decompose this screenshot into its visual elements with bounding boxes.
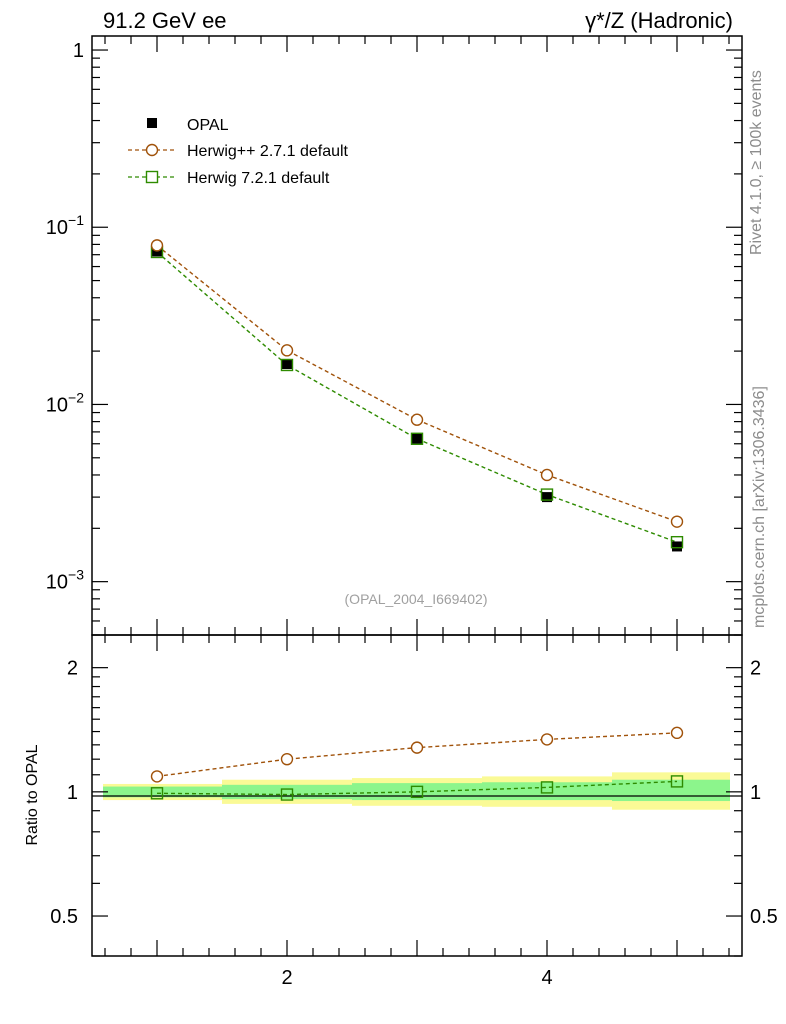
ratio-ytick-label-right: 1 (750, 782, 761, 804)
watermark: (OPAL_2004_I669402) (345, 591, 488, 607)
opal-point (672, 541, 682, 552)
main-ytick-label: 10−2 (46, 389, 84, 416)
ratio-herwig7-line (156, 780, 678, 796)
herwig7-point (540, 488, 554, 501)
opal-point (412, 433, 422, 444)
main-ytick-label: 10−3 (46, 567, 84, 594)
ratio-herwigpp-point (540, 733, 554, 746)
main-ytick-label: 10−1 (46, 212, 84, 239)
legend-herwigpp-label: Herwig++ 2.7.1 default (187, 143, 349, 160)
ratio-ytick-label-left: 2 (67, 658, 78, 680)
legend: OPAL Herwig++ 2.7.1 default Herwig 7.2.1… (128, 117, 349, 187)
herwigpp-point (280, 344, 294, 357)
main-ytick-label: 1 (73, 40, 84, 62)
ratio-band-inner (222, 784, 352, 800)
legend-item-herwig7: Herwig 7.2.1 default (128, 170, 330, 187)
ratio-herwig7-point (150, 787, 164, 800)
ratio-herwig7-point (540, 781, 554, 794)
ratio-ytick-label-right: 0.5 (750, 906, 778, 928)
ratio-ytick-label-left: 0.5 (50, 906, 78, 928)
herwigpp-point (540, 468, 554, 482)
ratio-herwigpp-point (670, 726, 684, 740)
ratio-ytick-label-left: 1 (67, 782, 78, 804)
ratio-herwigpp-point (280, 752, 294, 766)
herwigpp-point (150, 239, 164, 252)
left-title: 91.2 GeV ee (103, 8, 227, 33)
rivet-label: Rivet 4.1.0, ≥ 100k events (748, 70, 765, 255)
opal-point (542, 492, 552, 503)
ratio-ylabel: Ratio to OPAL (24, 744, 41, 845)
legend-opal-label: OPAL (187, 117, 229, 134)
legend-herwig7-label: Herwig 7.2.1 default (187, 170, 330, 187)
ratio-herwig7-point (410, 785, 424, 799)
legend-opal-marker (147, 118, 157, 128)
mcplots-label: mcplots.cern.ch [arXiv:1306.3436] (751, 386, 768, 628)
legend-item-opal: OPAL (147, 117, 229, 134)
opal-point (282, 359, 292, 370)
legend-herwig7-marker (145, 170, 159, 184)
herwig7-point (280, 358, 294, 372)
herwigpp-line (156, 244, 678, 523)
ratio-herwigpp-line (156, 732, 678, 778)
herwig7-point (670, 535, 684, 549)
right-title: γ*/Z (Hadronic) (585, 8, 733, 33)
ratio-xtick-label: 4 (541, 967, 552, 989)
legend-herwigpp-marker (145, 143, 159, 157)
ratio-herwig7-point (670, 775, 684, 788)
ratio-herwigpp-point (150, 770, 164, 783)
herwig7-line (156, 251, 678, 543)
herwigpp-point (410, 413, 424, 426)
herwigpp-point (670, 515, 684, 528)
legend-item-herwigpp: Herwig++ 2.7.1 default (128, 143, 349, 160)
herwig7-point (410, 432, 424, 445)
ratio-herwigpp-point (410, 741, 424, 754)
ratio-panel: 0.5 0.5 1 1 2 2 2 4 Ratio to OPAL (24, 634, 778, 989)
ratio-ytick-label-right: 2 (750, 658, 761, 680)
ratio-xtick-label: 2 (281, 967, 292, 989)
ratio-herwig7-point (280, 788, 294, 801)
